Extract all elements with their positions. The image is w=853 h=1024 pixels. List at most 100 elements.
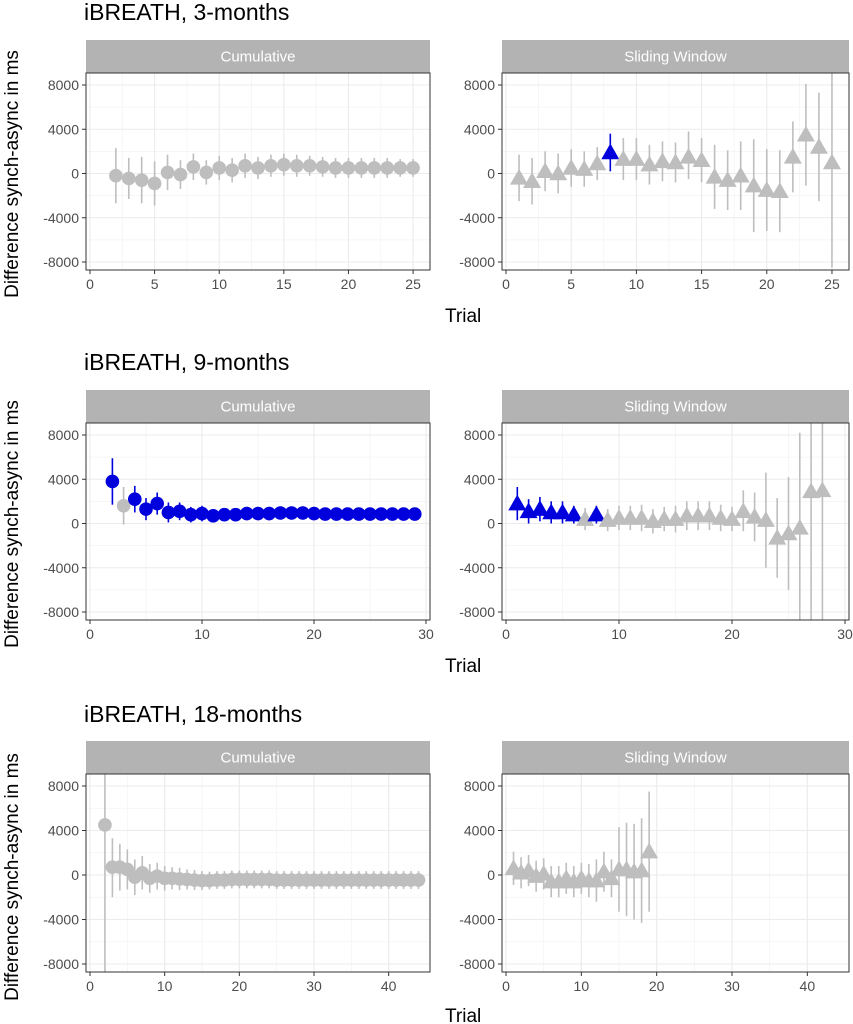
data-point-circle xyxy=(380,161,395,175)
y-tick-label: -8000 xyxy=(43,604,79,620)
x-tick-label: 25 xyxy=(405,276,421,292)
data-point-triangle xyxy=(718,171,737,187)
data-point-triangle xyxy=(632,861,651,878)
data-point-triangle xyxy=(587,505,606,522)
data-point-circle xyxy=(307,506,321,521)
y-tick-label: 4000 xyxy=(48,823,79,839)
x-tick-label: 30 xyxy=(418,626,434,642)
data-point-circle xyxy=(139,502,153,516)
data-series xyxy=(510,73,841,268)
data-point-circle xyxy=(315,160,330,174)
x-tick-label: 0 xyxy=(86,276,94,292)
data-point-triangle xyxy=(689,506,708,523)
x-tick-label: 40 xyxy=(800,978,816,994)
data-point-circle xyxy=(147,176,162,191)
data-point-triangle xyxy=(601,143,620,160)
y-tick-label: -8000 xyxy=(459,254,495,270)
row-title-18-months: iBREATH, 18-months xyxy=(84,701,302,727)
data-point-circle xyxy=(116,499,131,513)
data-point-circle xyxy=(173,167,188,182)
data-point-triangle xyxy=(562,158,581,175)
data-point-circle xyxy=(396,507,411,521)
data-point-triangle xyxy=(576,510,595,526)
y-tick-label: 4000 xyxy=(464,823,495,839)
data-point-triangle xyxy=(632,508,651,525)
data-point-circle xyxy=(262,506,277,521)
data-point-circle xyxy=(302,158,317,173)
y-tick-label: 8000 xyxy=(48,427,79,443)
y-tick-label: 8000 xyxy=(464,427,495,443)
y-axis-title-row-2: Difference synch-async in ms xyxy=(2,400,23,648)
data-point-triangle xyxy=(508,494,527,511)
data-point-triangle xyxy=(549,164,568,181)
data-point-triangle xyxy=(745,507,764,524)
data-point-triangle xyxy=(542,503,561,520)
x-axis-title-row-1: Trial xyxy=(445,306,481,327)
data-point-circle xyxy=(354,161,369,175)
data-point-triangle xyxy=(653,152,672,169)
x-tick-label: 20 xyxy=(232,978,248,994)
y-tick-label: -4000 xyxy=(43,912,79,928)
y-tick-label: 8000 xyxy=(48,778,79,794)
y-tick-label: -8000 xyxy=(459,604,495,620)
data-point-circle xyxy=(184,507,198,522)
data-point-circle xyxy=(296,506,310,520)
data-point-triangle xyxy=(731,166,750,183)
data-point-circle xyxy=(128,492,142,506)
gridlines xyxy=(86,423,430,620)
data-point-circle xyxy=(206,508,220,523)
y-tick-label: -8000 xyxy=(459,956,495,972)
data-point-circle xyxy=(150,496,164,511)
x-tick-label: 30 xyxy=(837,626,853,642)
data-point-circle xyxy=(186,160,201,174)
data-point-triangle xyxy=(679,147,698,164)
facet-strip-label: Cumulative xyxy=(220,750,295,767)
panel-border xyxy=(501,422,850,621)
data-point-circle xyxy=(251,161,265,175)
data-point-triangle xyxy=(700,506,719,523)
facet-strip xyxy=(86,741,430,774)
y-tick-label: -4000 xyxy=(459,560,495,576)
data-point-circle xyxy=(406,161,420,175)
data-point-circle xyxy=(109,168,123,183)
x-tick-label: 10 xyxy=(157,978,173,994)
data-point-circle xyxy=(199,165,214,180)
data-point-triangle xyxy=(553,503,572,520)
data-point-circle xyxy=(238,158,252,173)
data-point-circle xyxy=(329,507,344,521)
x-tick-label: 0 xyxy=(86,978,94,994)
data-point-triangle xyxy=(783,147,802,164)
panel-3-sliding-window: Sliding Window -8000 -4000 0 4000 8000 0 10 20 30… xyxy=(459,741,850,994)
data-point-triangle xyxy=(756,511,775,527)
data-point-triangle xyxy=(677,506,696,523)
y-tick-label: -4000 xyxy=(43,560,79,576)
y-tick-label: -8000 xyxy=(43,956,79,972)
y-tick-label: 4000 xyxy=(464,121,495,137)
panel-1-cumulative: Cumulative -8000 -4000 0 4000 8000 0 5 10 15 20 25 xyxy=(43,40,431,292)
panel-border xyxy=(85,773,431,973)
data-point-circle xyxy=(212,161,227,175)
data-point-triangle xyxy=(523,172,542,188)
data-point-triangle xyxy=(796,125,815,142)
x-tick-label: 0 xyxy=(86,626,94,642)
data-point-circle xyxy=(352,507,366,521)
facet-strip-label: Sliding Window xyxy=(624,49,727,66)
data-point-circle xyxy=(363,507,377,521)
data-point-circle xyxy=(134,173,149,187)
data-point-triangle xyxy=(536,162,555,179)
data-point-circle xyxy=(228,507,243,522)
panel-2-cumulative: Cumulative -8000 -4000 0 4000 8000 0 10 20 30 xyxy=(43,390,434,642)
y-tick-label: 0 xyxy=(487,867,495,883)
panel-border xyxy=(501,72,850,271)
x-tick-label: 0 xyxy=(502,276,510,292)
data-series xyxy=(98,774,426,972)
data-point-triangle xyxy=(587,871,606,888)
data-point-triangle xyxy=(530,500,549,516)
data-point-circle xyxy=(367,161,382,175)
facet-strip xyxy=(502,741,849,774)
y-tick-label: 0 xyxy=(487,516,495,532)
panel-border xyxy=(501,773,850,973)
y-tick-label: 4000 xyxy=(464,471,495,487)
y-tick-label: -4000 xyxy=(43,210,79,226)
